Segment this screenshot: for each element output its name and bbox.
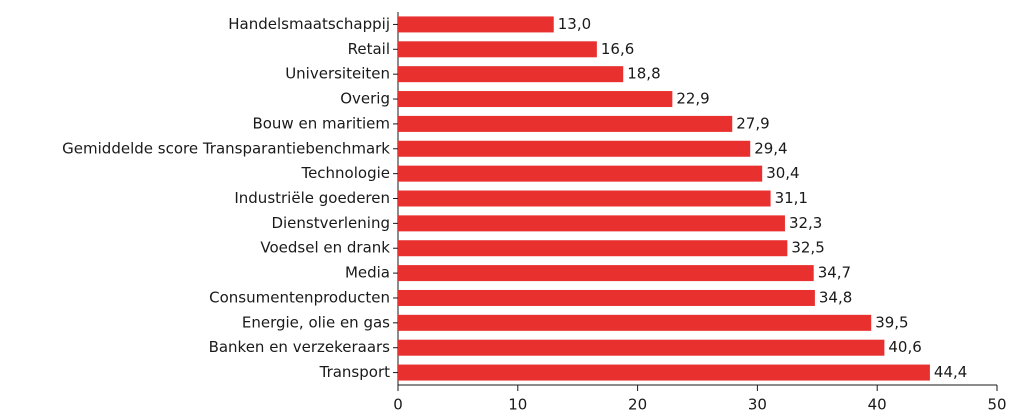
y-tick-label: Dienstverlening	[271, 214, 390, 232]
value-label: 13,0	[558, 15, 591, 33]
value-label: 30,4	[766, 164, 799, 182]
y-tick-label: Universiteiten	[285, 65, 390, 83]
y-tick-label: Handelsmaatschappij	[228, 15, 390, 33]
y-tick-label: Industriële goederen	[234, 189, 390, 207]
value-label: 31,1	[775, 189, 808, 207]
x-tick-label: 30	[748, 396, 767, 413]
x-tick-label: 0	[393, 396, 403, 413]
bar	[398, 41, 597, 58]
y-tick-label: Energie, olie en gas	[242, 313, 390, 331]
y-tick-label: Voedsel en drank	[260, 239, 390, 257]
x-tick-label: 40	[868, 396, 887, 413]
bar	[398, 289, 815, 306]
bar	[398, 140, 751, 157]
x-tick-label: 50	[987, 396, 1006, 413]
bar	[398, 265, 814, 282]
value-label: 16,6	[601, 40, 634, 58]
x-tick-label: 20	[628, 396, 647, 413]
bar	[398, 190, 771, 207]
bar	[398, 339, 885, 356]
y-tick-label: Transport	[319, 363, 391, 381]
value-label: 32,3	[789, 214, 822, 232]
x-tick-label: 10	[508, 396, 527, 413]
bar	[398, 215, 785, 232]
bar	[398, 240, 788, 257]
bar	[398, 115, 733, 132]
bar	[398, 314, 872, 331]
bar	[398, 66, 624, 83]
y-tick-label: Overig	[340, 90, 390, 108]
value-label: 44,4	[934, 363, 967, 381]
y-tick-label: Media	[345, 264, 390, 282]
bar	[398, 165, 763, 182]
y-tick-label: Consumentenproducten	[209, 288, 390, 306]
value-label: 18,8	[627, 65, 660, 83]
value-label: 34,8	[819, 288, 852, 306]
bar	[398, 364, 930, 381]
y-tick-label: Gemiddelde score Transparantiebenchmark	[62, 139, 390, 157]
value-label: 40,6	[888, 338, 921, 356]
value-label: 22,9	[676, 90, 709, 108]
y-tick-label: Technologie	[300, 164, 390, 182]
value-label: 34,7	[818, 264, 851, 282]
value-label: 27,9	[736, 114, 769, 132]
y-tick-label: Bouw en maritiem	[252, 114, 390, 132]
y-tick-label: Banken en verzekeraars	[209, 338, 391, 356]
value-label: 29,4	[754, 139, 787, 157]
value-label: 39,5	[875, 313, 908, 331]
bar	[398, 91, 673, 108]
y-tick-label: Retail	[348, 40, 390, 58]
bar	[398, 16, 554, 33]
value-label: 32,5	[791, 239, 824, 257]
